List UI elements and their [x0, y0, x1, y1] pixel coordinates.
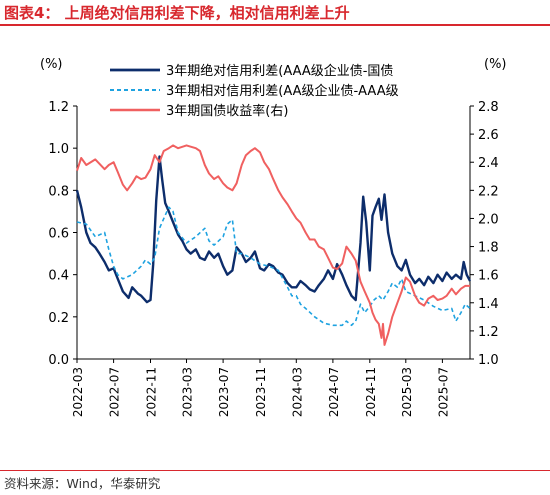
source-divider — [0, 470, 550, 471]
right-tick-label: 1.2 — [478, 325, 499, 340]
right-tick-label: 2.0 — [478, 212, 499, 227]
legend-label-2: 3年期相对信用利差(AA级企业债-AAA级 — [166, 83, 399, 99]
left-tick-label: 0.8 — [48, 184, 69, 199]
right-axis-unit: (%) — [484, 57, 507, 72]
right-tick-label: 1.0 — [478, 353, 499, 368]
title-bar: 图表4： 上周绝对信用利差下降，相对信用利差上升 — [0, 0, 550, 26]
legend-label-3: 3年期国债收益率(右) — [166, 103, 288, 119]
right-tick-label: 2.4 — [478, 156, 499, 171]
x-tick-label: 2022-11 — [145, 367, 159, 417]
left-axis-unit: (%) — [40, 57, 63, 72]
x-tick-label: 2022-03 — [71, 367, 85, 417]
left-tick-label: 1.0 — [48, 142, 69, 157]
right-tick-label: 1.6 — [478, 269, 499, 284]
left-tick-label: 0.2 — [48, 311, 69, 326]
right-axis: 1.0 1.2 1.4 1.6 1.8 2.0 2.2 2.4 2.6 2.8 — [469, 100, 499, 368]
credit-spread-chart: 0.0 0.2 0.4 0.6 0.8 1.0 1.2 1.0 1.2 1.4 1.6 1.8 2.0… — [40, 57, 507, 417]
legend: 3年期绝对信用利差(AAA级企业债-国债 3年期相对信用利差(AA级企业债-AAA… — [110, 63, 399, 119]
legend-label-1: 3年期绝对信用利差(AAA级企业债-国债 — [166, 63, 393, 79]
right-tick-label: 1.8 — [478, 241, 499, 256]
series-line-2 — [76, 206, 471, 327]
series-line-3 — [76, 144, 470, 346]
x-axis: 2022-03 2022-07 2022-11 2023-03 2023-07 2023-… — [71, 358, 470, 417]
x-tick-label: 2023-11 — [254, 367, 268, 417]
x-tick-label: 2024-11 — [364, 367, 378, 417]
right-tick-label: 2.6 — [478, 128, 499, 143]
x-tick-label: 2022-07 — [108, 367, 122, 417]
left-tick-label: 0.0 — [48, 353, 69, 368]
x-tick-label: 2023-03 — [181, 367, 195, 417]
right-tick-label: 2.8 — [478, 100, 499, 115]
source-note: 资料来源：Wind，华泰研究 — [4, 476, 161, 491]
left-tick-label: 0.4 — [48, 269, 69, 284]
x-tick-label: 2024-03 — [290, 367, 304, 417]
series-group — [75, 144, 472, 346]
x-tick-label: 2023-07 — [217, 367, 231, 417]
x-tick-label: 2024-07 — [327, 367, 341, 417]
right-tick-label: 1.4 — [478, 297, 499, 312]
left-axis: 0.0 0.2 0.4 0.6 0.8 1.0 1.2 — [48, 100, 78, 368]
left-tick-label: 1.2 — [48, 100, 69, 115]
x-tick-label: 2025-03 — [400, 367, 414, 417]
right-tick-label: 2.2 — [478, 184, 499, 199]
chart-title: 图表4： 上周绝对信用利差下降，相对信用利差上升 — [4, 4, 350, 22]
left-tick-label: 0.6 — [48, 227, 69, 242]
series-line-1 — [75, 155, 472, 304]
x-tick-label: 2025-07 — [436, 367, 450, 417]
